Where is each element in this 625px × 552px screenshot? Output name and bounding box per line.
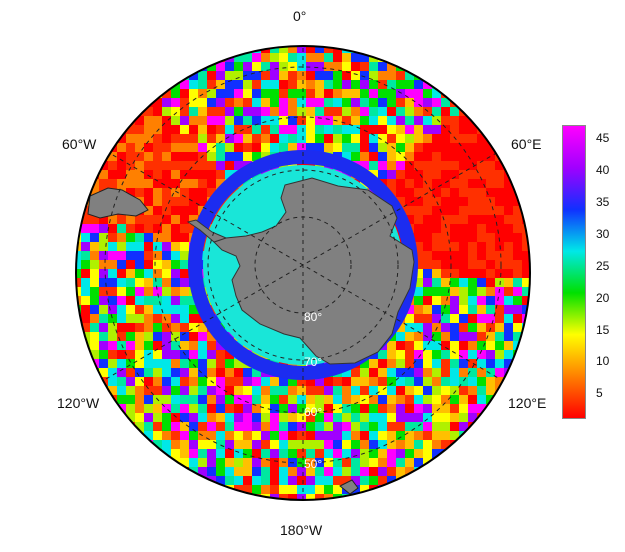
new-zealand-land [339, 479, 359, 495]
longitude-label-60w: 60°W [62, 136, 97, 152]
longitude-label-120e: 120°E [508, 395, 547, 411]
longitude-label-60e: 60°E [511, 136, 542, 152]
colorbar-tick-label: 35 [596, 194, 610, 209]
map-frame [75, 45, 531, 501]
colorbar-tick-label: 5 [596, 386, 603, 401]
antarctic-peninsula [186, 219, 228, 243]
colorbar-tick-label: 20 [596, 290, 610, 305]
longitude-label-120w: 120°W [57, 395, 100, 411]
longitude-label-top: 0° [293, 8, 307, 24]
latitude-label-70: 70° [304, 355, 322, 369]
south-america-land [87, 187, 149, 219]
colorbar [562, 125, 586, 419]
colorbar-tick-label: 40 [596, 162, 610, 177]
colorbar-tick-label: 45 [596, 130, 610, 145]
graticule [104, 46, 502, 500]
colorbar-tick-label: 15 [596, 322, 610, 337]
latitude-label-50: 50° [304, 457, 322, 471]
latitude-label-60: 60° [304, 405, 322, 419]
colorbar-tick-label: 30 [596, 226, 610, 241]
latitude-label-80: 80° [304, 310, 322, 324]
longitude-label-bottom: 180°W [280, 522, 323, 538]
colorbar-tick-label: 10 [596, 354, 610, 369]
colorbar-tick-label: 25 [596, 258, 610, 273]
